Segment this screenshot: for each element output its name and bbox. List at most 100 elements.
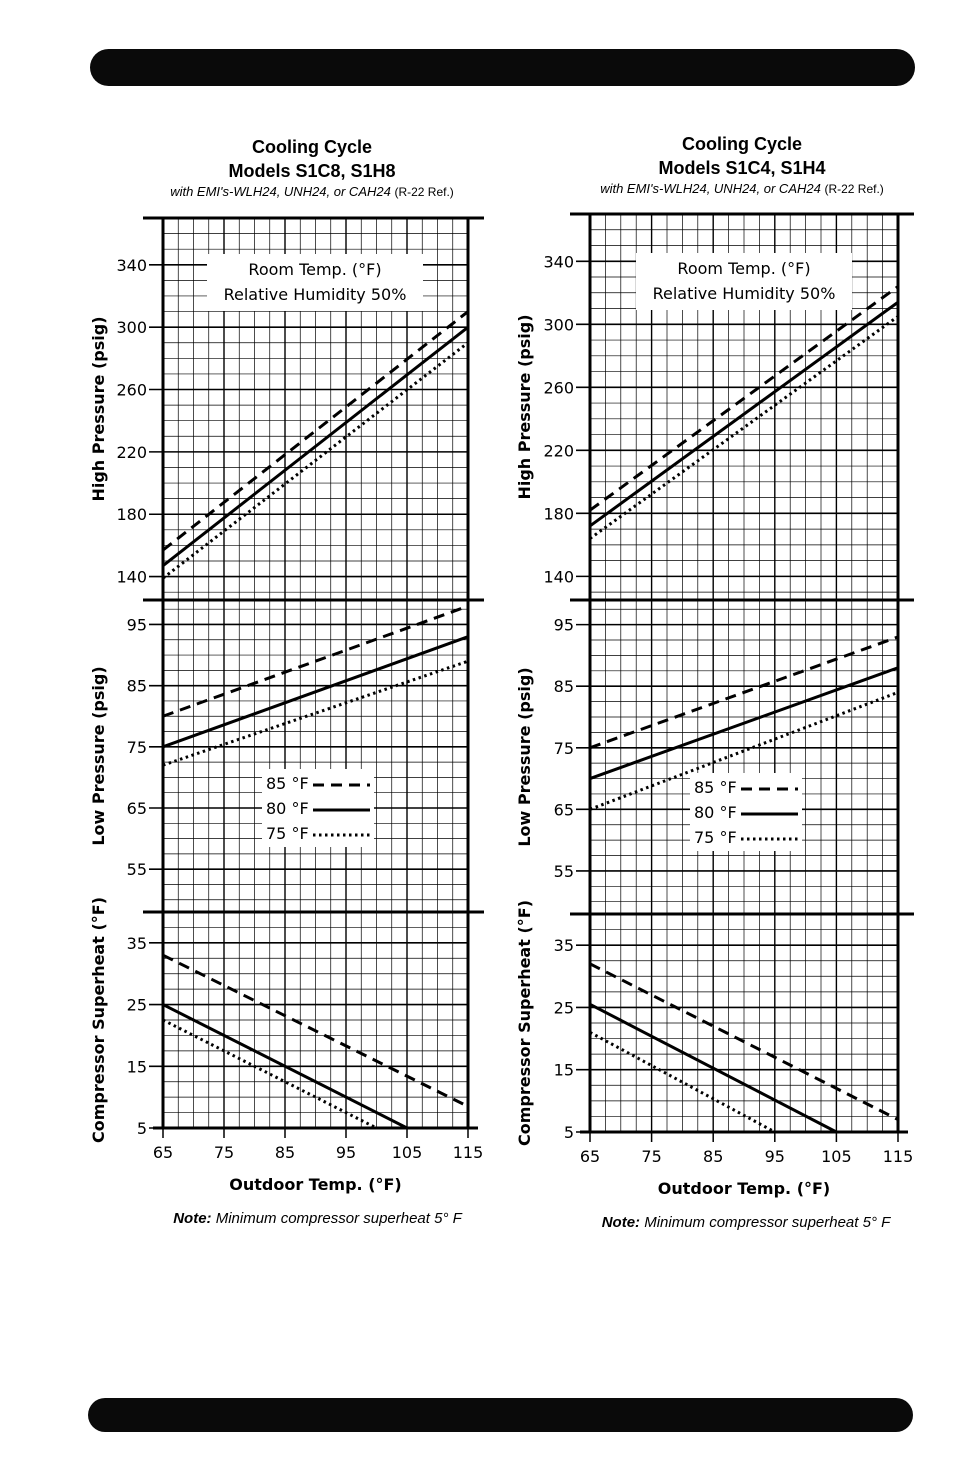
- legend-label: 80 °F: [694, 803, 737, 822]
- x-axis-label: Outdoor Temp. (°F): [229, 1175, 402, 1194]
- panel-superheat: 5 15 25 35 Compressor Superheat (°F): [89, 897, 484, 1143]
- y-tick-label: 25: [554, 998, 574, 1017]
- y-tick-label: 140: [116, 568, 147, 587]
- y-tick-label: 85: [554, 677, 574, 696]
- series-line-solid: [589, 1002, 838, 1134]
- note-body: Minimum compressor superheat 5° F: [216, 1210, 463, 1227]
- chart-subtitle: Models S1C8, S1H8: [228, 161, 395, 181]
- x-tick-label: 85: [275, 1143, 295, 1162]
- series-line-dashed: [589, 285, 899, 512]
- y-tick-label: 55: [127, 860, 147, 879]
- note: Note: Minimum compressor superheat 5° F: [602, 1214, 891, 1231]
- x-tick-label: 65: [153, 1143, 173, 1162]
- y-tick-label: 340: [116, 256, 147, 275]
- note-bold: Note:: [602, 1214, 645, 1231]
- y-tick-label: 5: [137, 1119, 147, 1138]
- series-line-solid: [162, 635, 469, 749]
- y-tick-label: 180: [116, 505, 147, 524]
- x-tick-label: 65: [580, 1147, 600, 1166]
- panel-high-pressure: 140 180 220 260 300 340 High Pressure (psig) Ro…: [89, 216, 484, 600]
- series-line-dotted: [162, 1018, 378, 1130]
- y-tick-label: 15: [127, 1057, 147, 1076]
- y-tick-label: 75: [554, 739, 574, 758]
- y-tick-label: 220: [543, 441, 574, 460]
- note: Note: Minimum compressor superheat 5° F: [173, 1210, 462, 1227]
- x-tick-label: 105: [821, 1147, 852, 1166]
- y-tick-label: 300: [116, 318, 147, 337]
- y-tick-label: 260: [543, 378, 574, 397]
- x-tick-label: 75: [214, 1143, 234, 1162]
- y-axis-label: Compressor Superheat (°F): [89, 897, 108, 1143]
- series-line-dotted: [589, 1031, 776, 1134]
- x-tick-label: 95: [336, 1143, 356, 1162]
- series-line-dashed: [162, 310, 469, 552]
- series-line-solid: [589, 666, 899, 780]
- y-axis-label: Low Pressure (psig): [515, 667, 534, 846]
- footer-bar: [88, 1398, 913, 1432]
- legend-label: 85 °F: [694, 778, 737, 797]
- header-bar: [90, 49, 915, 86]
- x-tick-label: 115: [883, 1147, 914, 1166]
- x-tick-label: 75: [641, 1147, 661, 1166]
- humidity-label: Relative Humidity 50%: [653, 284, 836, 303]
- y-axis-label: High Pressure (psig): [89, 316, 108, 501]
- chart-caption: with EMI's-WLH24, UNH24, or CAH24 (R-22 …: [170, 184, 454, 199]
- series-line-dotted: [162, 341, 469, 580]
- legend-label: 75 °F: [694, 828, 737, 847]
- room-temp-box: [636, 253, 852, 310]
- y-tick-label: 95: [127, 615, 147, 634]
- x-tick-label: 85: [703, 1147, 723, 1166]
- chart-caption: with EMI's-WLH24, UNH24, or CAH24 (R-22 …: [600, 181, 884, 196]
- series-line-dashed: [589, 962, 899, 1121]
- room-temp-label: Room Temp. (°F): [677, 259, 810, 278]
- chart-subtitle: Models S1C4, S1H4: [658, 158, 825, 178]
- caption-ref: (R-22 Ref.): [824, 182, 883, 196]
- series-line-solid: [589, 301, 899, 528]
- room-temp-box: [207, 254, 423, 311]
- y-tick-label: 55: [554, 862, 574, 881]
- y-axis-label: Compressor Superheat (°F): [515, 900, 534, 1146]
- series-line-dashed: [589, 635, 899, 750]
- caption-italic: with EMI's-WLH24, UNH24, or CAH24: [170, 184, 394, 199]
- x-tick-label: 115: [453, 1143, 484, 1162]
- y-tick-label: 25: [127, 996, 147, 1015]
- humidity-label: Relative Humidity 50%: [224, 285, 407, 304]
- panel-low-pressure: 55 65 75 85 95 Low Pressure (psig) 85 °F 80 °F 7…: [89, 598, 484, 912]
- y-tick-label: 35: [127, 934, 147, 953]
- x-axis-label: Outdoor Temp. (°F): [658, 1179, 831, 1198]
- chart-title: Cooling Cycle: [682, 134, 802, 154]
- caption-ref: (R-22 Ref.): [394, 185, 453, 199]
- y-axis-label: High Pressure (psig): [515, 314, 534, 499]
- series-line-dashed: [162, 604, 469, 718]
- y-tick-label: 75: [127, 738, 147, 757]
- series-line-dashed: [162, 953, 469, 1108]
- x-tick-label: 95: [765, 1147, 785, 1166]
- room-temp-label: Room Temp. (°F): [248, 260, 381, 279]
- y-tick-label: 140: [543, 567, 574, 586]
- x-tick-label: 105: [392, 1143, 423, 1162]
- y-tick-label: 340: [543, 252, 574, 271]
- y-tick-label: 220: [116, 443, 147, 462]
- y-tick-label: 35: [554, 936, 574, 955]
- y-tick-label: 65: [127, 799, 147, 818]
- series-line-dotted: [589, 690, 899, 811]
- panel-superheat: 5 15 25 35 Compressor Superheat (°F): [515, 900, 914, 1146]
- y-tick-label: 5: [564, 1123, 574, 1142]
- legend-label: 75 °F: [266, 824, 309, 843]
- y-axis-label: Low Pressure (psig): [89, 666, 108, 845]
- legend-label: 85 °F: [266, 774, 309, 793]
- note-body: Minimum compressor superheat 5° F: [644, 1214, 891, 1231]
- chart-title: Cooling Cycle: [252, 137, 372, 157]
- y-tick-label: 85: [127, 677, 147, 696]
- y-tick-label: 260: [116, 381, 147, 400]
- legend-label: 80 °F: [266, 799, 309, 818]
- y-tick-label: 180: [543, 504, 574, 523]
- panel-high-pressure: 140 180 220 260 300 340 High Pressure (psig) Ro…: [515, 212, 914, 600]
- series-line-solid: [162, 1003, 408, 1130]
- note-bold: Note:: [173, 1210, 216, 1227]
- caption-italic: with EMI's-WLH24, UNH24, or CAH24: [600, 181, 824, 196]
- series-line-solid: [162, 325, 469, 567]
- y-tick-label: 15: [554, 1061, 574, 1080]
